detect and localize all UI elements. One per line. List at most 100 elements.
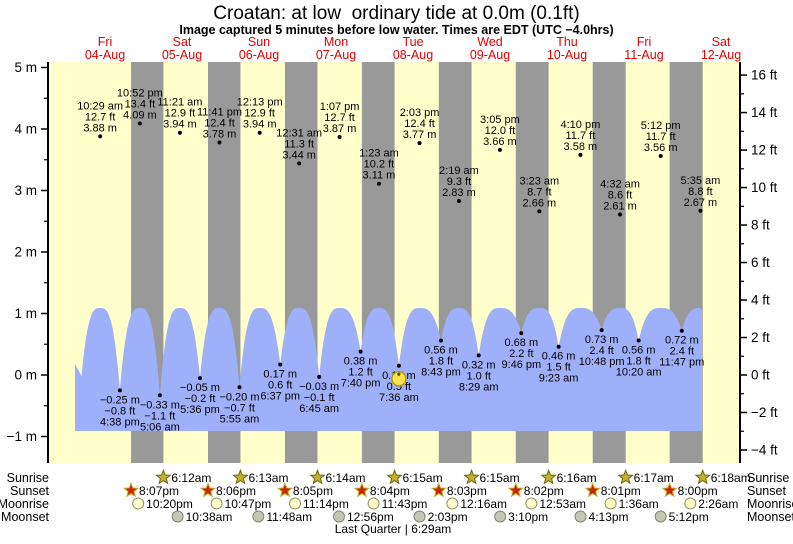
tide-event-dot [177, 130, 182, 135]
tide-event-dot [599, 328, 604, 333]
tide-event: −0.20 m−0.7 ft5:55 am [219, 385, 260, 425]
left-axis-tick-label: 2 m [14, 245, 37, 260]
tide-height-m: 0.46 m [542, 351, 576, 363]
day-date-label: 04-Aug [85, 48, 125, 62]
day-weekday-label: Thu [556, 35, 578, 49]
sunset-time: 8:03pm [447, 484, 487, 498]
tide-time: 4:32 am [600, 178, 640, 190]
tide-height-m: 2.66 m [523, 197, 557, 209]
moonrise-icon [604, 497, 617, 510]
tide-height-ft: 9.3 ft [447, 176, 471, 188]
tide-event-dot [456, 198, 461, 203]
tide-event-dot [117, 388, 122, 393]
tide-time: 9:23 am [539, 373, 579, 385]
sunset-time: 8:05pm [293, 484, 333, 498]
moonset-icon [494, 510, 507, 523]
tide-height-ft: −0.1 ft [304, 392, 335, 404]
moonset-icon [252, 510, 265, 523]
tide-time: 7:40 pm [341, 378, 381, 390]
day-weekday-label: Mon [324, 35, 348, 49]
moonset-time: 3:10pm [508, 510, 548, 524]
left-axis-tick-label: 5 m [14, 60, 37, 75]
moonrise-time: 12:16am [460, 497, 507, 511]
current-tide-marker [391, 371, 407, 387]
moonrise-icon [132, 497, 145, 510]
day-weekday-label: Sat [712, 35, 731, 49]
tide-height-m: 3.87 m [323, 123, 357, 135]
moonset-time: 4:13pm [589, 510, 629, 524]
page-title: Croatan: at low ordinary tide at 0.0m (0… [213, 3, 580, 24]
sunset-icon [584, 481, 601, 498]
left-axis-tick-label: 3 m [14, 183, 37, 198]
moonset-icon [413, 510, 426, 523]
row-label-sunset-left: Sunset [10, 484, 49, 498]
tide-height-ft: 1.0 ft [466, 370, 490, 382]
sunrise-icon [309, 468, 326, 485]
moonset-icon [171, 510, 184, 523]
tide-time: 1:07 pm [320, 101, 360, 113]
right-axis-tick-label: −4 ft [751, 442, 778, 457]
sunrise-icon [155, 468, 172, 485]
moonrise-icon [684, 497, 697, 510]
tide-event: 4:32 am8.6 ft2.61 m [600, 178, 640, 217]
tide-height-m: 3.94 m [243, 119, 277, 131]
right-axis-tick-label: 2 ft [751, 330, 770, 345]
tide-event-dot [417, 141, 422, 146]
tide-event-dot [497, 147, 502, 152]
moonset-time: 5:12pm [669, 510, 709, 524]
tide-height-ft: 8.7 ft [527, 186, 551, 198]
left-axis-tick-label: 0 m [14, 368, 37, 383]
sunrise-icon [617, 468, 634, 485]
tide-time: 3:23 am [519, 175, 559, 187]
tide-height-m: 3.66 m [483, 136, 517, 148]
sunset-icon [276, 481, 294, 498]
tide-height-ft: 1.8 ft [429, 356, 453, 368]
tide-height-m: 3.77 m [403, 129, 437, 141]
tide-event: 3:23 am8.7 ft2.66 m [519, 175, 559, 214]
tide-time: 4:10 pm [560, 119, 600, 131]
sunrise-icon [463, 468, 480, 485]
tide-height-m: 0.68 m [505, 337, 539, 349]
right-axis-tick-label: 4 ft [751, 293, 770, 308]
tide-curve [75, 308, 702, 431]
tide-event-dot [396, 363, 401, 368]
tide-event-dot [578, 152, 583, 157]
row-label-moonrise-left: Moonrise [0, 497, 49, 511]
moonrise-time: 11:14pm [303, 497, 349, 511]
moonrise-time: 10:20pm [146, 497, 193, 511]
sunrise-time: 6:12am [171, 471, 211, 485]
tide-time: 12:13 pm [237, 97, 283, 109]
moonset-icon [332, 510, 345, 523]
tide-event-dot [636, 338, 641, 343]
moonrise-icon [289, 497, 302, 510]
tide-height-ft: 1.5 ft [546, 362, 570, 374]
sunset-time: 8:04pm [370, 484, 410, 498]
moonset-time: 12:56pm [347, 510, 394, 524]
tide-event-dot [519, 331, 524, 336]
tide-event: −0.33 m−1.1 ft5:06 am [140, 393, 180, 433]
left-axis-tick-label: 4 m [14, 122, 37, 137]
tide-height-m: 2.67 m [684, 197, 718, 209]
tide-height-ft: 10.2 ft [364, 159, 395, 171]
day-weekday-label: Tue [402, 35, 423, 49]
day-weekday-label: Sat [173, 35, 192, 49]
moonset-time: 11:48am [266, 510, 312, 524]
day-date-label: 10-Aug [547, 48, 587, 62]
tide-height-ft: 1.2 ft [348, 367, 372, 379]
tide-event-dot [137, 121, 142, 126]
tide-height-m: 3.88 m [83, 122, 117, 134]
moonrise-icon [446, 497, 459, 510]
sunrise-icon [232, 468, 249, 485]
sunrise-time: 6:18am [711, 471, 751, 485]
tide-event-dot [698, 208, 703, 213]
tide-event-dot [98, 134, 103, 139]
tide-time: 12:31 am [276, 127, 322, 139]
tide-height-ft: −0.8 ft [104, 405, 135, 417]
moonrise-icon [367, 497, 380, 510]
tide-time: 10:48 pm [579, 356, 625, 368]
tide-height-m: 0.17 m [263, 369, 297, 381]
tide-time: 8:29 am [459, 381, 499, 393]
